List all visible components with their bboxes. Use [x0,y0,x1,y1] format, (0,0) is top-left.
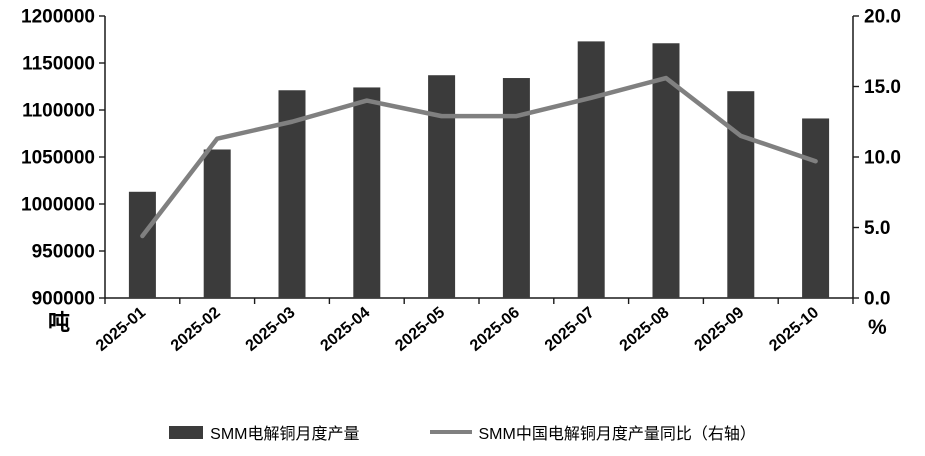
left-axis-tick-label: 950000 [32,242,95,263]
right-axis-unit-label: % [868,316,887,339]
x-axis-category-label: 2025-09 [691,304,747,355]
left-axis-tick-label: 1050000 [21,148,95,169]
bar-series-swatch-icon [169,425,204,439]
legend-item-bar-series: SMM电解铜月度产量 [169,420,360,444]
legend-label-bar-series: SMM电解铜月度产量 [210,426,360,443]
bar [727,91,755,298]
x-axis-category-label: 2025-06 [467,304,523,355]
x-axis-category-label: 2025-08 [617,304,673,355]
left-axis-unit-label: 吨 [48,310,70,335]
bar [802,118,830,299]
right-axis-tick-label: 10.0 [864,148,901,169]
line-series [140,75,818,239]
x-axis-category-label: 2025-07 [542,304,598,355]
x-axis-category-label: 2025-04 [317,304,373,355]
bar [577,41,605,298]
right-axis-tick-label: 15.0 [864,77,901,98]
bar [203,149,231,298]
right-axis-tick-label: 0.0 [864,289,890,310]
chart-canvas: 900000 950000 1000000 1050000 1100000 1150000… [21,7,901,355]
legend-label-line-series: SMM中国电解铜月度产量同比（右轴） [478,426,756,443]
left-axis-tick-label: 900000 [32,289,95,310]
x-axis-category-label: 2025-10 [766,304,822,355]
plot-area-container: 900000 950000 1000000 1050000 1100000 1150000… [21,7,901,355]
x-axis-category-label: 2025-02 [168,304,224,355]
left-axis-tick-label: 1000000 [21,195,95,216]
legend: SMM电解铜月度产量 SMM中国电解铜月度产量同比（右轴） [0,408,925,456]
legend-item-line-series: SMM中国电解铜月度产量同比（右轴） [429,420,756,444]
x-axis-category-label: 2025-03 [243,304,299,355]
bar [428,75,456,298]
left-axis-tick-label: 1100000 [22,101,95,122]
left-axis-tick-label: 1150000 [22,54,95,75]
x-axis-category-label: 2025-01 [93,304,149,355]
right-axis-tick-label: 5.0 [864,218,890,239]
right-axis-tick-label: 20.0 [864,7,901,28]
bar [502,78,530,298]
line-series-swatch-icon [429,429,472,435]
bar [353,87,381,298]
left-axis-tick-label: 1200000 [21,7,95,28]
bar [128,191,156,298]
x-axis-category-label: 2025-05 [392,304,448,355]
